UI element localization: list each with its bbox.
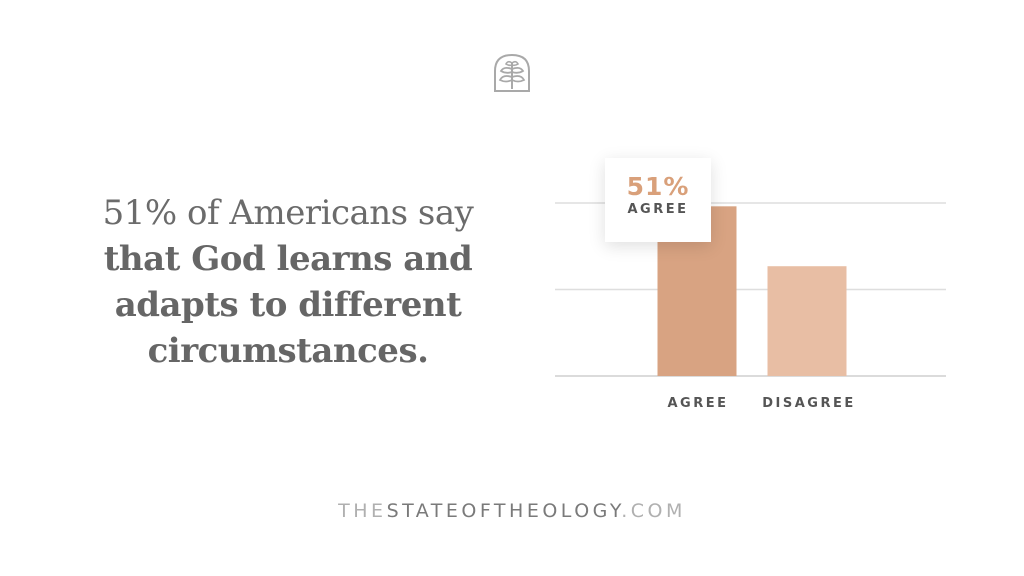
agree-callout: 51% AGREE xyxy=(605,158,711,242)
ligonier-tree-logo-icon xyxy=(494,53,530,92)
bar-disagree xyxy=(767,266,847,376)
tick-label-disagree: DISAGREE xyxy=(762,396,856,411)
headline-line-2: that God learns and xyxy=(103,239,473,279)
website-url: THESTATEOFTHEOLOGY.COM xyxy=(0,500,1024,522)
callout-label: AGREE xyxy=(627,202,689,217)
headline-line-3: adapts to different xyxy=(114,285,462,325)
headline-line-4: circumstances. xyxy=(147,331,429,371)
tick-label-agree: AGREE xyxy=(667,396,728,411)
headline: 51% of Americans say that God learns and… xyxy=(78,190,498,374)
url-part-stateoftheology: STATEOFTHEOLOGY xyxy=(386,500,622,522)
headline-line-1: 51% of Americans say xyxy=(102,193,474,233)
url-part-com: .COM xyxy=(621,500,686,522)
url-part-the: THE xyxy=(338,500,387,522)
callout-value: 51% xyxy=(626,172,690,201)
